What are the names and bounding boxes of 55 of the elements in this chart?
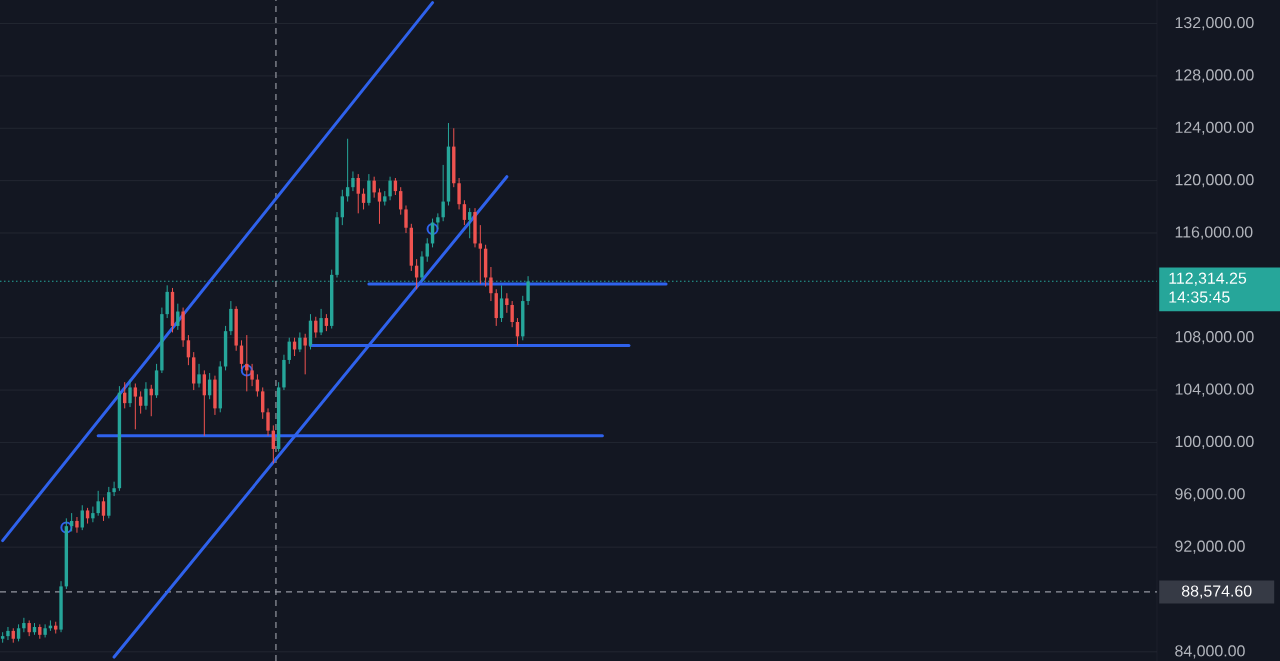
candlestick [229,300,233,336]
candlestick [377,187,382,225]
candlestick [197,363,201,388]
candlestick [436,212,440,230]
candlestick [351,170,355,192]
candlestick [107,486,111,519]
point [426,223,439,236]
y-tick-label: 104,000.00 [1175,383,1254,397]
candlestick [372,176,376,199]
candlestick [96,490,100,517]
text: 14:35:45 [1169,291,1230,303]
point [60,521,73,534]
candlestick [478,224,483,285]
candlestick [499,284,504,323]
candlestick [425,237,429,263]
candlestick [404,205,408,234]
candlestick [250,363,254,387]
y-tick-label: 108,000.00 [1175,331,1254,345]
y-tick-label: 132,000.00 [1175,16,1254,31]
candlestick [91,506,95,523]
candlestick [489,266,493,302]
candlestick [133,383,138,430]
y-tick-label: 100,000.00 [1175,435,1254,449]
candlestick [6,626,10,641]
candlestick [367,173,371,206]
candlestick [510,300,514,328]
candlestick [101,496,106,522]
y-tick-label: 92,000.00 [1175,540,1245,554]
candlestick [420,250,424,282]
candlestick [22,617,26,633]
candlestick [303,333,307,375]
candlestick [462,199,467,226]
candlestick [128,379,132,408]
candlestick [144,381,148,411]
candlestick [356,173,360,214]
y-tick-label: 96,000.00 [1175,488,1245,502]
candlestick [441,164,445,222]
candlestick [266,407,270,437]
ref-line-label: 88,574.60 [1181,585,1252,599]
candlestick [75,516,79,534]
candlestick [112,481,116,497]
y-tick-label: 116,000.00 [1175,226,1253,240]
point [240,364,253,377]
candlestick [457,177,461,210]
candlestick [319,308,323,336]
y-tick-label: 84,000.00 [1175,645,1245,659]
candlestick [505,292,509,314]
candlestick [298,331,302,353]
y-tick-label: 128,000.00 [1175,69,1254,83]
candlestick [388,176,392,201]
y-tick-label: 124,000.00 [1175,121,1254,135]
candlestick [43,623,47,638]
ref-line-label: 112,314.25 [1169,272,1247,286]
y-tick-label: 120,000.00 [1175,174,1254,188]
candlestick [165,284,169,319]
